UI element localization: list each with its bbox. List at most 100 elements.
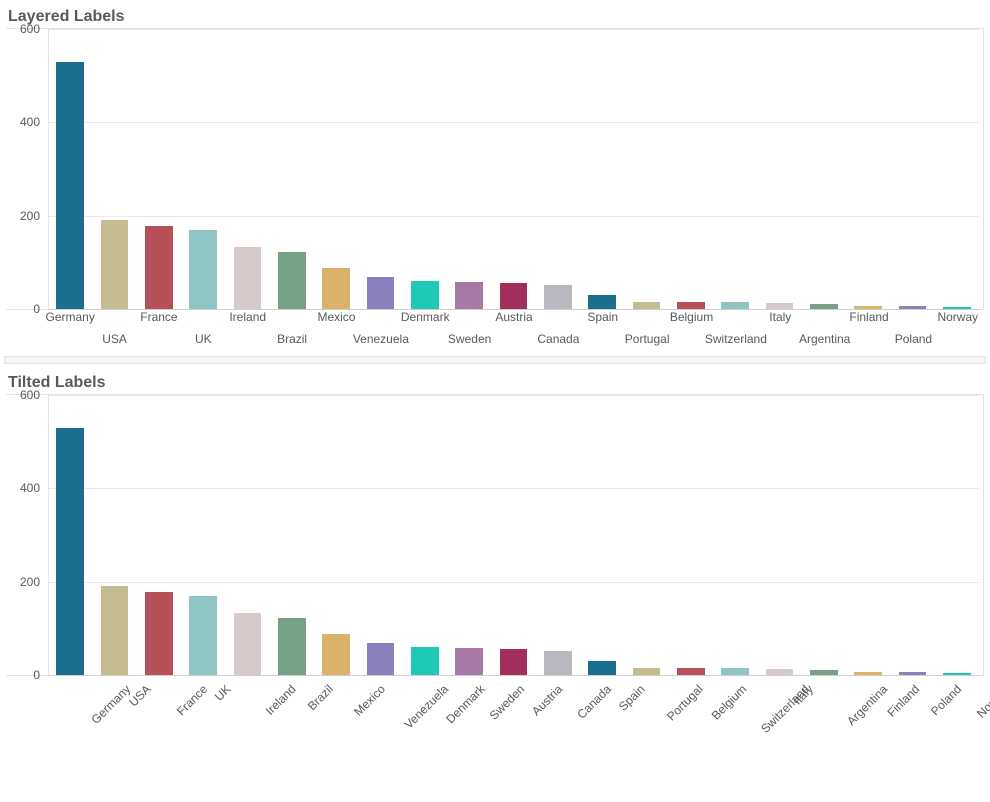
y-tick-label: 0 [33,302,40,316]
bar[interactable] [278,252,305,309]
x-label: Belgium [670,310,713,324]
tilted-x-labels: GermanyUSA FranceUK IrelandBrazil Mexico Ven… [48,676,980,756]
x-label: Mexico [317,310,355,324]
layered-y-axis: 0200400600 [6,29,46,309]
bar[interactable] [943,307,970,309]
x-label: Mexico [352,682,389,719]
x-label: Canada [575,682,615,722]
bar[interactable] [234,247,261,309]
x-label: Argentina [844,682,890,728]
bar[interactable] [56,62,83,309]
bar[interactable] [367,277,394,309]
x-label: Austria [529,682,565,718]
bar[interactable] [677,668,704,675]
x-label: Norway [937,310,978,324]
x-label: Denmark [443,682,487,726]
y-tick-label: 200 [20,575,40,589]
bar[interactable] [56,428,83,675]
bar[interactable] [145,592,172,675]
bar[interactable] [721,668,748,675]
x-label: Germany [46,310,95,324]
y-tick-label: 600 [20,22,40,36]
x-label: Finland [849,310,888,324]
x-label: France [174,682,210,718]
x-label: Spain [616,682,648,714]
y-tick-label: 400 [20,481,40,495]
bar[interactable] [899,306,926,309]
bar[interactable] [943,673,970,675]
x-label: Austria [495,310,532,324]
layered-plot-area [48,29,979,309]
bar[interactable] [633,668,660,675]
y-tick-label: 400 [20,115,40,129]
bar[interactable] [234,613,261,675]
bar[interactable] [145,226,172,309]
bar[interactable] [544,651,571,675]
y-tick-label: 600 [20,388,40,402]
bar[interactable] [322,268,349,309]
layered-chart-panel: Layered Labels 0 200 400 600 Germany France I… [0,0,990,356]
x-label: Germany [89,682,134,727]
x-label: Ireland [262,682,298,718]
x-label: USA [102,332,127,346]
bar[interactable] [189,596,216,675]
x-label: Brazil [305,682,336,713]
x-label: Ireland [229,310,266,324]
bar[interactable] [899,672,926,675]
x-label: Venezuela [353,332,409,346]
bar[interactable] [544,285,571,309]
bar[interactable] [322,634,349,675]
x-label: Poland [928,682,964,718]
bar[interactable] [810,670,837,675]
bar[interactable] [455,648,482,675]
bar[interactable] [411,281,438,309]
x-label: Poland [895,332,932,346]
x-label: Switzerland [705,332,767,346]
x-label: Denmark [401,310,450,324]
bar[interactable] [367,643,394,675]
layered-x-labels: Germany France Ireland Mexico Denmark Austria… [48,310,980,354]
x-label: Venezuela [401,682,451,732]
bar[interactable] [101,586,128,675]
bar[interactable] [588,661,615,675]
x-label: Italy [769,310,791,324]
bar[interactable] [766,303,793,309]
x-label: Portugal [625,332,670,346]
bar[interactable] [854,306,881,309]
x-label: Spain [587,310,618,324]
bar[interactable] [588,295,615,309]
x-label: Finland [885,682,923,720]
bar[interactable] [455,282,482,309]
bar[interactable] [633,302,660,309]
bar[interactable] [721,302,748,309]
bar[interactable] [810,304,837,309]
bar[interactable] [500,283,527,309]
bar[interactable] [500,649,527,675]
bar[interactable] [189,230,216,309]
bar[interactable] [278,618,305,675]
x-label: France [140,310,177,324]
panel-divider [4,356,986,364]
layered-chart-title: Layered Labels [8,8,984,26]
bar[interactable] [854,672,881,675]
x-label: UK [212,682,234,704]
x-label: Sweden [448,332,491,346]
bar[interactable] [411,647,438,675]
x-label: UK [195,332,212,346]
x-label: Brazil [277,332,307,346]
y-tick-label: 0 [33,668,40,682]
tilted-y-axis: 0200400600 [6,395,46,675]
tilted-chart-title: Tilted Labels [8,374,984,392]
bar[interactable] [677,302,704,309]
bar[interactable] [766,669,793,675]
tilted-chart-panel: Tilted Labels 0 200 400 600 GermanyUSA Franc… [0,366,990,758]
x-label: Portugal [664,682,706,724]
x-label: Norway [974,682,990,721]
tilted-chart-frame: 0200400600 [6,394,984,676]
x-label: Sweden [486,682,527,723]
x-label: Argentina [799,332,850,346]
bar[interactable] [101,220,128,309]
layered-chart-frame: 0200400600 [6,28,984,310]
y-tick-label: 200 [20,209,40,223]
x-label: USA [126,682,153,709]
